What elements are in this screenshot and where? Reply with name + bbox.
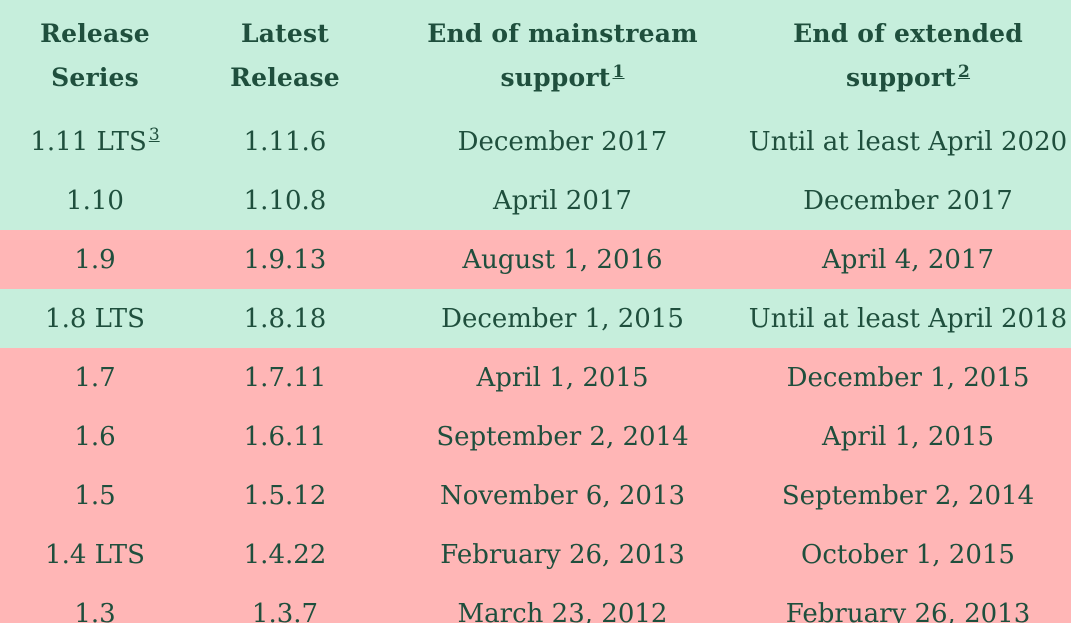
cell-release-series: 1.4 LTS bbox=[0, 525, 190, 584]
cell-end-of-extended-text: December 2017 bbox=[803, 185, 1013, 216]
cell-release-series-text: 1.6 bbox=[74, 421, 116, 452]
table-row: 1.5 1.5.12 November 6, 2013 September 2, 20… bbox=[0, 466, 1071, 525]
cell-latest-release-text: 1.3.7 bbox=[251, 598, 319, 623]
header-line1: End of extended bbox=[793, 19, 1023, 48]
table-row: 1.11 LTS 3 1.11.6 December 2017 Until at lea… bbox=[0, 112, 1071, 171]
header-end-of-mainstream-support: End of mainstream support 1 bbox=[380, 0, 745, 112]
cell-end-of-mainstream: February 26, 2013 bbox=[380, 525, 745, 584]
header-latest-release: Latest Release bbox=[190, 0, 380, 112]
cell-end-of-mainstream-text: December 1, 2015 bbox=[441, 303, 684, 334]
table-row: 1.10 1.10.8 April 2017 December 2017 bbox=[0, 171, 1071, 230]
cell-release-series-text: 1.3 bbox=[74, 598, 116, 623]
cell-end-of-mainstream-text: April 1, 2015 bbox=[476, 362, 649, 393]
cell-end-of-mainstream-text: April 2017 bbox=[493, 185, 632, 216]
cell-end-of-mainstream-text: December 2017 bbox=[457, 126, 668, 157]
cell-end-of-extended-text: Until at least April 2018 bbox=[748, 303, 1068, 334]
header-line2: Release bbox=[230, 63, 340, 92]
table-row: 1.8 LTS 1.8.18 December 1, 2015 Until at le… bbox=[0, 289, 1071, 348]
cell-release-series-text: 1.7 bbox=[74, 362, 116, 393]
cell-release-series-text: 1.4 LTS bbox=[45, 539, 145, 570]
cell-end-of-mainstream-text: March 23, 2012 bbox=[457, 598, 668, 623]
cell-latest-release: 1.4.22 bbox=[190, 525, 380, 584]
footnote-link[interactable]: 1 bbox=[612, 61, 625, 82]
header-line2: Series bbox=[51, 63, 139, 92]
cell-release-series: 1.11 LTS 3 bbox=[0, 112, 190, 171]
cell-latest-release: 1.6.11 bbox=[190, 407, 380, 466]
table-row: 1.6 1.6.11 September 2, 2014 April 1, 2015 bbox=[0, 407, 1071, 466]
header-line1: Latest bbox=[240, 19, 330, 48]
cell-release-series-text: 1.8 LTS bbox=[45, 303, 145, 334]
cell-end-of-extended-text: September 2, 2014 bbox=[781, 480, 1035, 511]
cell-latest-release-text: 1.9.13 bbox=[243, 244, 327, 275]
cell-end-of-mainstream: November 6, 2013 bbox=[380, 466, 745, 525]
cell-release-series-text: 1.11 LTS bbox=[30, 126, 147, 157]
cell-release-series: 1.10 bbox=[0, 171, 190, 230]
header-line2: support bbox=[845, 63, 956, 92]
cell-end-of-mainstream: March 23, 2012 bbox=[380, 584, 745, 623]
cell-release-series-text: 1.10 bbox=[66, 185, 124, 216]
cell-latest-release-text: 1.6.11 bbox=[243, 421, 327, 452]
header-line1: End of mainstream bbox=[427, 19, 698, 48]
cell-end-of-extended: Until at least April 2018 bbox=[745, 289, 1071, 348]
header-end-of-extended-support: End of extended support 2 bbox=[745, 0, 1071, 112]
cell-latest-release: 1.10.8 bbox=[190, 171, 380, 230]
table-row: 1.3 1.3.7 March 23, 2012 February 26, 2013 bbox=[0, 584, 1071, 623]
cell-end-of-extended: April 4, 2017 bbox=[745, 230, 1071, 289]
cell-end-of-mainstream: August 1, 2016 bbox=[380, 230, 745, 289]
footnote-link[interactable]: 3 bbox=[148, 124, 160, 145]
header-release-series: Release Series bbox=[0, 0, 190, 112]
cell-end-of-extended: December 2017 bbox=[745, 171, 1071, 230]
cell-end-of-extended-text: Until at least April 2020 bbox=[748, 126, 1068, 157]
cell-end-of-mainstream-text: February 26, 2013 bbox=[440, 539, 685, 570]
cell-end-of-mainstream: April 2017 bbox=[380, 171, 745, 230]
cell-end-of-extended: Until at least April 2020 bbox=[745, 112, 1071, 171]
cell-latest-release-text: 1.8.18 bbox=[243, 303, 327, 334]
cell-end-of-extended: September 2, 2014 bbox=[745, 466, 1071, 525]
cell-latest-release-text: 1.10.8 bbox=[243, 185, 327, 216]
cell-release-series: 1.8 LTS bbox=[0, 289, 190, 348]
cell-release-series: 1.9 bbox=[0, 230, 190, 289]
cell-end-of-extended-text: February 26, 2013 bbox=[785, 598, 1031, 623]
table-row: 1.4 LTS 1.4.22 February 26, 2013 October 1,… bbox=[0, 525, 1071, 584]
cell-latest-release-text: 1.5.12 bbox=[243, 480, 327, 511]
cell-latest-release: 1.11.6 bbox=[190, 112, 380, 171]
cell-end-of-mainstream: December 1, 2015 bbox=[380, 289, 745, 348]
header-row: Release Series Latest Release End of mai… bbox=[0, 0, 1071, 112]
cell-end-of-extended-text: April 4, 2017 bbox=[822, 244, 994, 275]
cell-end-of-mainstream: December 2017 bbox=[380, 112, 745, 171]
cell-end-of-extended-text: December 1, 2015 bbox=[786, 362, 1030, 393]
cell-latest-release-text: 1.11.6 bbox=[243, 126, 327, 157]
cell-latest-release-text: 1.7.11 bbox=[243, 362, 327, 393]
cell-end-of-extended-text: October 1, 2015 bbox=[801, 539, 1015, 570]
cell-end-of-mainstream: September 2, 2014 bbox=[380, 407, 745, 466]
cell-end-of-mainstream-text: September 2, 2014 bbox=[436, 421, 689, 452]
cell-latest-release: 1.5.12 bbox=[190, 466, 380, 525]
cell-release-series: 1.6 bbox=[0, 407, 190, 466]
cell-end-of-mainstream-text: November 6, 2013 bbox=[439, 480, 686, 511]
cell-end-of-extended: December 1, 2015 bbox=[745, 348, 1071, 407]
cell-latest-release: 1.7.11 bbox=[190, 348, 380, 407]
cell-end-of-extended: October 1, 2015 bbox=[745, 525, 1071, 584]
cell-end-of-extended: February 26, 2013 bbox=[745, 584, 1071, 623]
header-line2: support bbox=[500, 63, 611, 92]
table-row: 1.9 1.9.13 August 1, 2016 April 4, 2017 bbox=[0, 230, 1071, 289]
cell-latest-release: 1.9.13 bbox=[190, 230, 380, 289]
footnote-link[interactable]: 2 bbox=[957, 61, 971, 82]
header-line1: Release bbox=[40, 19, 150, 48]
cell-latest-release-text: 1.4.22 bbox=[243, 539, 327, 570]
cell-release-series-text: 1.9 bbox=[74, 244, 116, 275]
cell-release-series: 1.7 bbox=[0, 348, 190, 407]
cell-end-of-mainstream: April 1, 2015 bbox=[380, 348, 745, 407]
cell-end-of-extended-text: April 1, 2015 bbox=[822, 421, 994, 452]
table-row: 1.7 1.7.11 April 1, 2015 December 1, 2015 bbox=[0, 348, 1071, 407]
cell-end-of-mainstream-text: August 1, 2016 bbox=[462, 244, 663, 275]
cell-latest-release: 1.3.7 bbox=[190, 584, 380, 623]
cell-latest-release: 1.8.18 bbox=[190, 289, 380, 348]
cell-release-series: 1.3 bbox=[0, 584, 190, 623]
cell-release-series: 1.5 bbox=[0, 466, 190, 525]
cell-end-of-extended: April 1, 2015 bbox=[745, 407, 1071, 466]
cell-release-series-text: 1.5 bbox=[74, 480, 116, 511]
